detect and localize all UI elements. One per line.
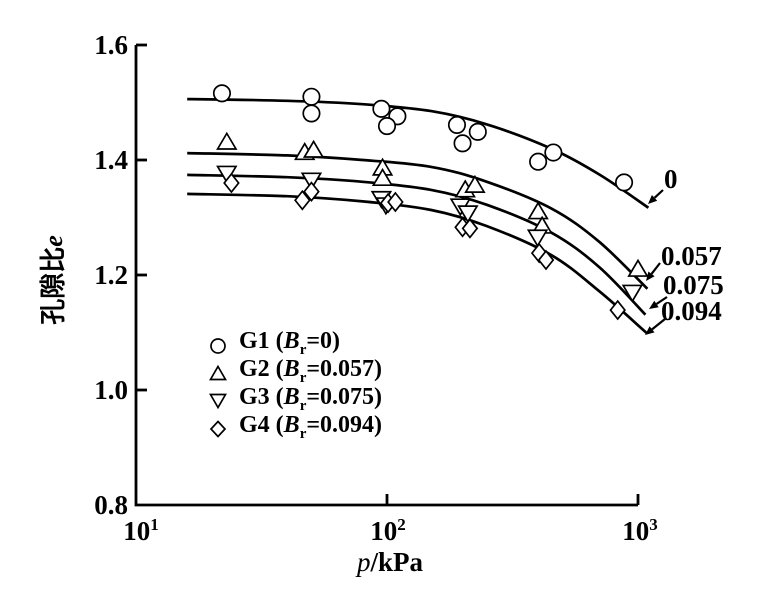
data-point-g1-2	[302, 104, 321, 123]
data-point-g2-2	[302, 139, 325, 158]
data-point-g1-10	[529, 152, 548, 171]
data-point-g1-3	[372, 99, 391, 118]
legend-label-g4: G4 (Br=0.094)	[239, 411, 383, 442]
annotation-arrow-g3	[655, 296, 668, 305]
curve-label-g4: 0.094	[661, 296, 722, 326]
legend-label-g1: G1 (Br=0)	[239, 327, 341, 358]
legend: G1 (Br=0) G2 (Br=0.057) G3 (Br=0.075) G4…	[206, 328, 382, 443]
annotation-arrow-g4	[651, 318, 666, 331]
annotation-arrow-g1	[653, 189, 664, 199]
y-tick-label-1-2: 1.2	[94, 260, 128, 290]
x-tick-exponent: 2	[397, 515, 406, 534]
fitted-curve-g2	[187, 151, 649, 290]
data-point-g1-8	[453, 134, 472, 153]
x-tick-label-10-2: 102	[370, 509, 406, 547]
data-point-g4-1	[294, 189, 311, 211]
data-point-g3-1	[300, 172, 323, 191]
triangle-up-marker-icon	[209, 364, 227, 381]
x-axis-title-variable: p	[356, 547, 371, 577]
curve-label-g2: 0.057	[661, 241, 722, 271]
annotation-arrowhead-g3	[649, 300, 659, 309]
fitted-curve-g1	[187, 97, 650, 209]
data-point-g1-11	[615, 173, 634, 192]
x-tick-exponent: 3	[649, 515, 658, 534]
curve-label-g3: 0.075	[663, 270, 724, 300]
data-point-g3-5	[457, 205, 479, 224]
data-point-g3-6	[526, 229, 549, 248]
x-axis-title-unit: /kPa	[370, 547, 424, 577]
data-point-g3-7	[621, 284, 644, 303]
data-point-g4-4	[387, 191, 404, 213]
data-point-g2-0	[216, 131, 238, 150]
data-point-g2-7	[527, 201, 549, 220]
data-point-g1-6	[447, 115, 467, 134]
diamond-marker-icon	[209, 420, 227, 438]
data-point-g1-0	[212, 84, 231, 103]
data-point-g4-9	[609, 299, 626, 321]
data-point-g2-4	[371, 167, 394, 187]
x-tick-exponent: 1	[150, 515, 159, 534]
curve-label-g1: 0	[664, 164, 678, 194]
y-tick-label-1-4: 1.4	[94, 145, 128, 175]
data-point-g2-6	[464, 174, 486, 193]
axes-spines	[134, 45, 638, 507]
y-axis-title-cjk: 孔隙比	[39, 246, 68, 325]
y-tick-label-0-8: 0.8	[94, 490, 128, 520]
y-axis-title: 孔隙比e	[39, 235, 69, 325]
legend-item-g4: G4 (Br=0.094)	[206, 412, 382, 443]
triangle-down-marker-icon	[209, 393, 227, 410]
data-point-g1-9	[544, 143, 563, 162]
data-point-g1-7	[468, 122, 487, 141]
legend-item-g1: G1 (Br=0)	[206, 328, 382, 359]
x-tick-label-10-1: 101	[123, 509, 159, 547]
x-axis-title: p/kPa	[357, 547, 423, 577]
legend-item-g2: G2 (Br=0.057)	[206, 356, 382, 387]
y-tick-label-1-6: 1.6	[94, 30, 128, 60]
y-tick-label-1-0: 1.0	[94, 375, 128, 405]
annotation-arrowhead-g2	[646, 271, 655, 281]
fitted-curve-g4	[187, 192, 649, 335]
y-axis-title-variable: e	[39, 235, 68, 247]
annotation-arrowhead-g4	[645, 326, 655, 335]
legend-label-g3: G3 (Br=0.075)	[239, 383, 383, 414]
data-point-g1-5	[377, 117, 397, 136]
annotation-arrowhead-g1	[648, 195, 658, 204]
legend-item-g3: G3 (Br=0.075)	[206, 384, 382, 415]
legend-label-g2: G2 (Br=0.057)	[239, 355, 383, 386]
x-tick-label-10-3: 103	[622, 509, 658, 547]
data-point-g1-1	[302, 87, 321, 106]
fitted-curve-g3	[187, 173, 647, 316]
x-tick-base: 10	[622, 516, 650, 546]
data-point-g2-9	[627, 258, 649, 277]
data-point-g4-7	[530, 242, 548, 264]
x-tick-base: 10	[123, 516, 151, 546]
x-tick-base: 10	[370, 516, 398, 546]
data-point-g4-6	[461, 218, 479, 239]
data-point-g4-0	[223, 172, 240, 194]
annotation-arrow-g2	[650, 262, 661, 275]
data-point-g4-8	[537, 249, 555, 271]
circle-marker-icon	[210, 338, 226, 354]
data-point-g4-2	[303, 181, 320, 202]
